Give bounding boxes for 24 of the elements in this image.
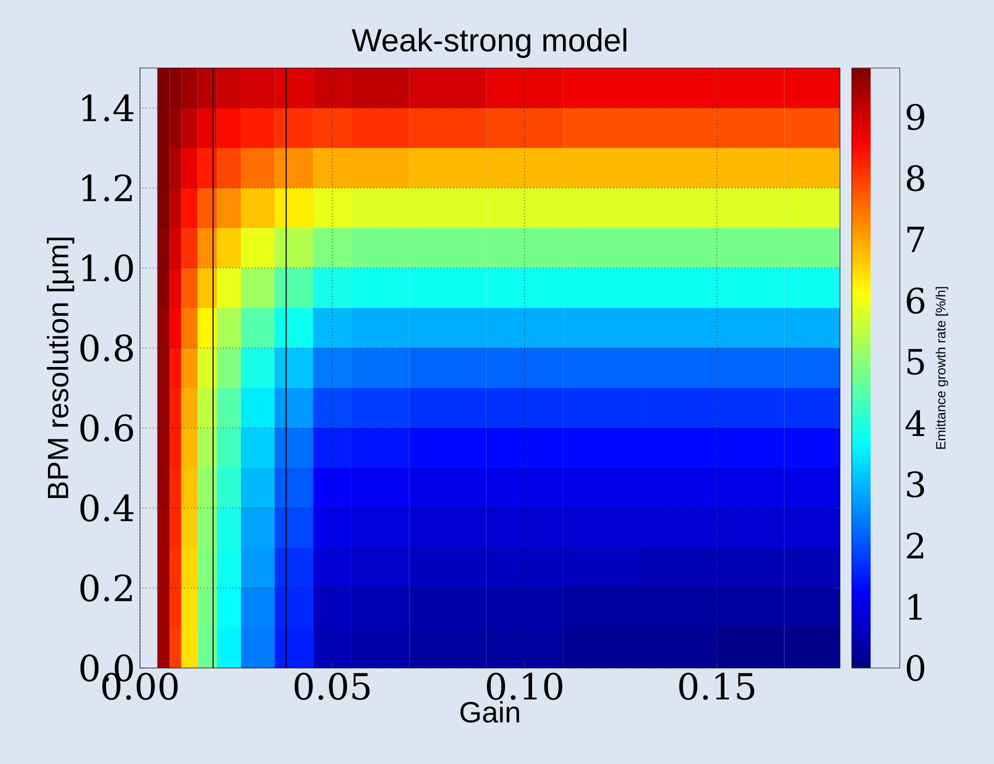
y-tick-label: 1.0 <box>82 254 133 282</box>
x-tick-label: 0.10 <box>486 672 562 700</box>
color-bar-title: Emittance growth rate [%/h] <box>936 287 948 449</box>
y-tick-label: 1.2 <box>82 174 132 202</box>
y-tick-label: 0.8 <box>80 334 133 362</box>
color-bar-label: 2 <box>906 532 924 558</box>
color-bar-label: 6 <box>906 288 924 314</box>
x-axis-title: Gain <box>460 701 520 723</box>
color-bar-label: 5 <box>907 348 924 375</box>
y-tick-label: 0.4 <box>80 494 134 522</box>
x-tick-label: 0.15 <box>679 672 754 700</box>
y-tick-label: 1.4 <box>82 94 134 122</box>
y-tick-label: 0.6 <box>80 414 134 442</box>
color-bar-label: 8 <box>906 165 924 192</box>
y-tick-label: 0.2 <box>80 574 132 602</box>
color-bar-label: 4 <box>906 410 925 436</box>
x-tick-label: 0.05 <box>294 672 370 700</box>
y-axis-title: BPM resolution [μm] <box>46 238 74 498</box>
color-bar-label: 9 <box>906 104 924 130</box>
color-bar-label: 3 <box>907 471 924 498</box>
color-bar-label: 1 <box>908 594 922 620</box>
color-bar-label: 0 <box>906 654 924 682</box>
color-bar-label: 7 <box>907 226 924 252</box>
chart-title: Weak-strong model <box>352 28 626 58</box>
